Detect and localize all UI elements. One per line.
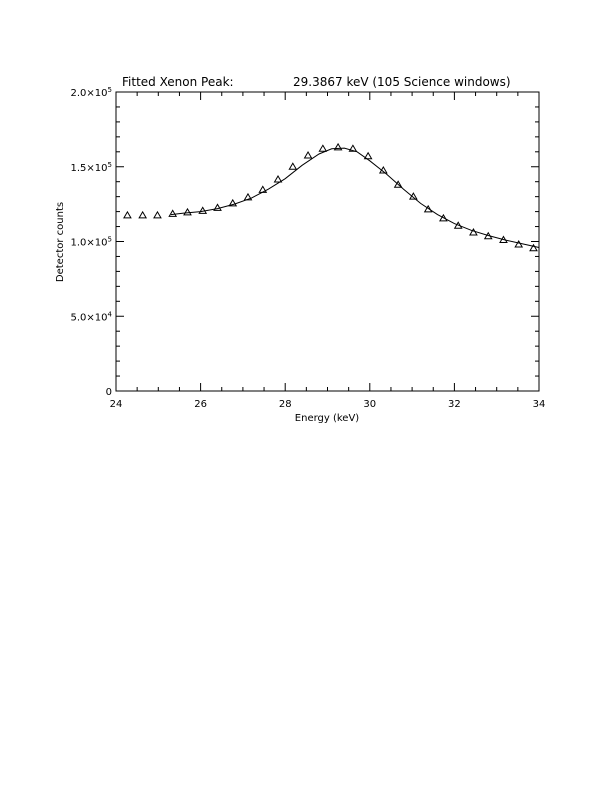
- y-tick-label: 5.0×104: [71, 310, 113, 323]
- x-tick-label: 24: [110, 399, 123, 410]
- data-point: [213, 203, 222, 211]
- fit-curve: [170, 147, 540, 248]
- data-point: [123, 210, 132, 219]
- axes: [115, 91, 540, 392]
- x-tick-label: 28: [279, 399, 292, 410]
- data-point: [453, 221, 463, 229]
- data-point: [198, 206, 208, 214]
- data-point: [183, 207, 192, 216]
- data-point: [469, 228, 478, 236]
- data-point: [258, 185, 268, 193]
- x-axis-label: Energy (keV): [295, 413, 360, 424]
- data-point: [318, 144, 328, 152]
- data-point: [514, 239, 524, 248]
- data-point: [168, 209, 178, 217]
- data-point: [273, 174, 283, 183]
- data-point: [499, 235, 508, 244]
- data-point: [153, 210, 162, 219]
- chart-title-left: Fitted Xenon Peak:: [122, 75, 234, 89]
- data-point: [333, 142, 343, 151]
- data-point: [228, 198, 238, 207]
- x-tick-label: 26: [194, 399, 207, 410]
- x-tick-label: 32: [448, 399, 461, 410]
- data-point: [348, 144, 358, 152]
- data-point: [408, 192, 418, 200]
- fit-curve-layer: [170, 147, 540, 248]
- x-tick-label: 30: [363, 399, 376, 410]
- data-point: [288, 162, 298, 170]
- chart-title-right: 29.3867 keV (105 Science windows): [293, 75, 511, 89]
- x-tick-label: 34: [533, 399, 546, 410]
- data-point: [439, 213, 448, 222]
- data-point: [138, 210, 148, 219]
- y-axis-ticks: 0 5.0×104 1.0×105 1.5×105 2.0×105: [71, 86, 539, 398]
- y-tick-label: 1.0×105: [71, 236, 112, 249]
- data-point: [243, 192, 253, 201]
- plot-frame: [115, 91, 540, 392]
- y-axis-label: Detector counts: [55, 202, 66, 282]
- data-point: [378, 165, 388, 174]
- data-point: [529, 243, 538, 252]
- data-point: [393, 180, 403, 188]
- data-point: [483, 231, 493, 240]
- y-tick-label: 1.5×105: [71, 161, 112, 174]
- y-tick-label: 2.0×105: [71, 86, 112, 99]
- x-axis-ticks: 24 26 28 30 32 34: [110, 92, 546, 410]
- data-points-layer: [123, 142, 538, 252]
- data-point: [363, 151, 373, 160]
- y-tick-label: 0: [106, 387, 112, 398]
- data-point: [423, 204, 433, 213]
- data-point: [303, 151, 313, 159]
